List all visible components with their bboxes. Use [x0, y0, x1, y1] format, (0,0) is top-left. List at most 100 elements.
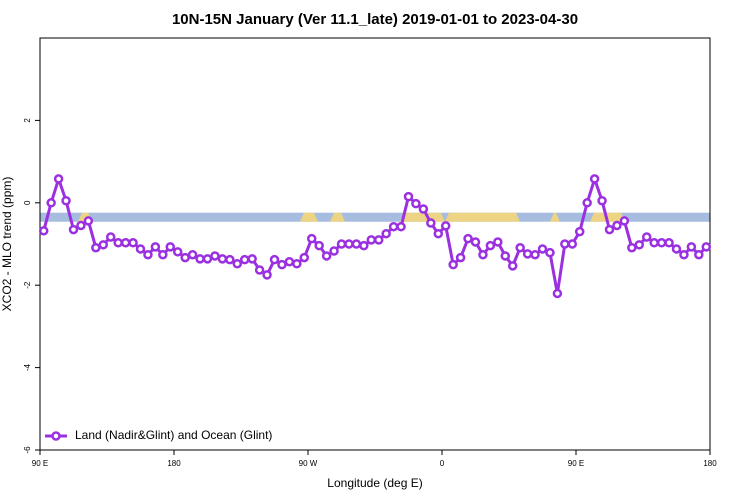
legend-marker: [51, 431, 61, 441]
x-tick-label: 90 W: [299, 459, 318, 468]
x-tick-label: 0: [440, 459, 445, 468]
data-point: [172, 247, 183, 257]
data-point: [284, 256, 295, 267]
data-point: [128, 238, 138, 248]
land-patch: [300, 212, 318, 222]
data-point: [239, 254, 250, 265]
data-point: [165, 242, 176, 252]
data-point: [507, 261, 518, 271]
data-point: [68, 224, 79, 235]
land-patch: [550, 212, 560, 222]
data-point: [649, 238, 659, 248]
data-point: [679, 249, 689, 260]
data-point: [187, 249, 198, 260]
data-point: [83, 216, 94, 226]
data-point: [359, 240, 369, 251]
data-point: [515, 242, 525, 253]
data-point: [448, 259, 458, 270]
y-tick-label: -2: [23, 281, 32, 289]
data-point: [634, 240, 645, 250]
data-point: [321, 251, 332, 261]
chart-title: 10N-15N January (Ver 11.1_late) 2019-01-…: [172, 11, 578, 28]
land-patch: [330, 212, 345, 222]
data-point: [627, 242, 637, 253]
data-point: [158, 249, 168, 260]
data-point: [150, 242, 161, 252]
x-tick-label: 180: [703, 459, 717, 468]
data-point: [314, 240, 324, 251]
data-point: [560, 239, 570, 249]
data-point: [701, 242, 712, 252]
data-point: [61, 195, 71, 206]
x-tick-label: 90 E: [568, 459, 584, 468]
data-point: [366, 235, 377, 245]
data-point: [38, 226, 49, 236]
data-point: [381, 228, 391, 239]
data-point: [433, 228, 444, 239]
data-point: [180, 252, 190, 263]
data-point: [195, 254, 205, 264]
data-point: [656, 238, 667, 248]
data-point: [113, 238, 123, 248]
data-point: [91, 242, 101, 253]
data-point: [418, 204, 429, 214]
data-point: [530, 249, 540, 260]
data-point: [143, 249, 153, 260]
data-point: [522, 249, 533, 259]
data-point: [686, 242, 697, 252]
data-point: [344, 239, 354, 249]
data-point: [500, 251, 511, 261]
data-point: [426, 218, 436, 228]
x-tick-label: 180: [167, 459, 181, 468]
plot-frame: [39, 37, 711, 451]
band: [40, 212, 710, 222]
data-point: [210, 251, 220, 261]
data-point: [373, 235, 384, 245]
data-point: [403, 191, 414, 202]
data-point: [411, 198, 421, 209]
plot-area: -6 -4 -2 0 2 90 E 180 90 W 0 90 E 180 Land (Nadir&G…: [23, 37, 717, 468]
series-line: [42, 174, 708, 294]
data-point: [604, 224, 615, 235]
legend-label: Land (Nadir&Glint) and Ocean (Glint): [75, 428, 272, 442]
data-point: [537, 244, 548, 254]
land-patch: [445, 212, 520, 222]
data-point: [98, 240, 109, 250]
data-point: [254, 265, 265, 275]
data-point: [574, 226, 585, 237]
data-point: [76, 220, 86, 231]
data-point: [299, 252, 310, 263]
data-point: [463, 233, 473, 244]
data-point: [396, 221, 406, 232]
data-point: [269, 254, 280, 265]
data-point: [247, 254, 257, 264]
data-point: [135, 244, 146, 254]
data-point: [545, 247, 555, 258]
data-point: [589, 174, 600, 184]
data-point: [120, 238, 131, 248]
x-axis-label: Longitude (deg E): [327, 476, 422, 490]
data-point: [612, 220, 622, 231]
data-point: [232, 259, 243, 269]
data-point: [53, 174, 64, 184]
data-point: [277, 259, 287, 270]
data-point: [493, 237, 503, 247]
y-tick-label: 0: [23, 200, 32, 205]
data-point: [306, 233, 317, 244]
y-tick-label: -6: [23, 446, 32, 454]
x-tick-label: 90 E: [32, 459, 48, 468]
y-axis-label: XCO2 - MLO trend (ppm): [0, 177, 14, 312]
data-point: [597, 195, 607, 206]
data-point: [351, 239, 362, 249]
data-point: [619, 216, 630, 226]
data-point: [671, 244, 682, 254]
data-point: [46, 198, 56, 208]
data-point: [336, 239, 347, 249]
data-point: [292, 259, 302, 269]
data-point: [485, 240, 496, 251]
data-point: [664, 238, 674, 248]
data-point: [470, 237, 481, 247]
data-point: [440, 221, 451, 231]
data-point: [262, 270, 272, 280]
data-point: [202, 254, 213, 264]
